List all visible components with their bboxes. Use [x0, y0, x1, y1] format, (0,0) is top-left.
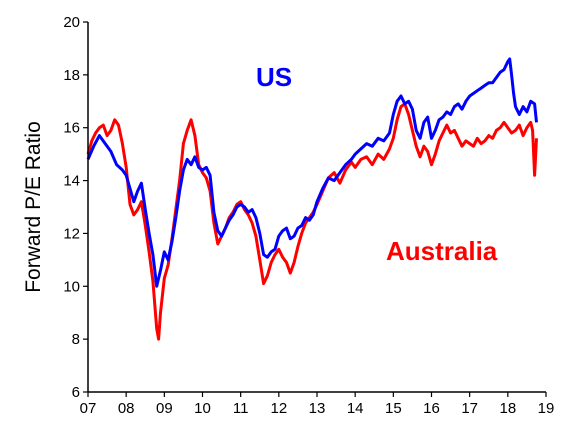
- series-layer: [86, 57, 538, 341]
- series-line-australia: [86, 102, 538, 341]
- y-tick-label: 20: [63, 14, 80, 31]
- x-tick-label: 14: [347, 400, 364, 417]
- y-tick-label: 6: [72, 384, 80, 401]
- x-tick-label: 08: [118, 400, 135, 417]
- y-tick-label: 16: [63, 120, 80, 137]
- x-tick-label: 12: [270, 400, 287, 417]
- y-tick-label: 12: [63, 225, 80, 242]
- x-tick-label: 17: [461, 400, 478, 417]
- y-tick-label: 14: [63, 173, 80, 190]
- x-tick-label: 13: [309, 400, 326, 417]
- y-tick-label: 8: [72, 331, 80, 348]
- x-tick-label: 11: [233, 400, 249, 417]
- y-tick-label: 18: [63, 67, 80, 84]
- y-tick-label: 10: [63, 278, 80, 295]
- ticks-layer: 6 8 10 12 14 16 18 20 07 08 09 10 11 12 13 14 15 16 17 18 19: [63, 14, 554, 417]
- x-tick-label: 09: [156, 400, 173, 417]
- x-tick-label: 15: [385, 400, 402, 417]
- x-tick-label: 10: [194, 400, 211, 417]
- us-series-label: US: [256, 62, 292, 92]
- australia-series-label: Australia: [386, 236, 498, 266]
- x-tick-label: 16: [423, 400, 440, 417]
- x-tick-label: 19: [538, 400, 555, 417]
- x-tick-label: 18: [499, 400, 516, 417]
- series-line-us: [86, 57, 538, 288]
- y-axis-title: Forward P/E Ratio: [22, 121, 45, 293]
- x-tick-label: 07: [80, 400, 97, 417]
